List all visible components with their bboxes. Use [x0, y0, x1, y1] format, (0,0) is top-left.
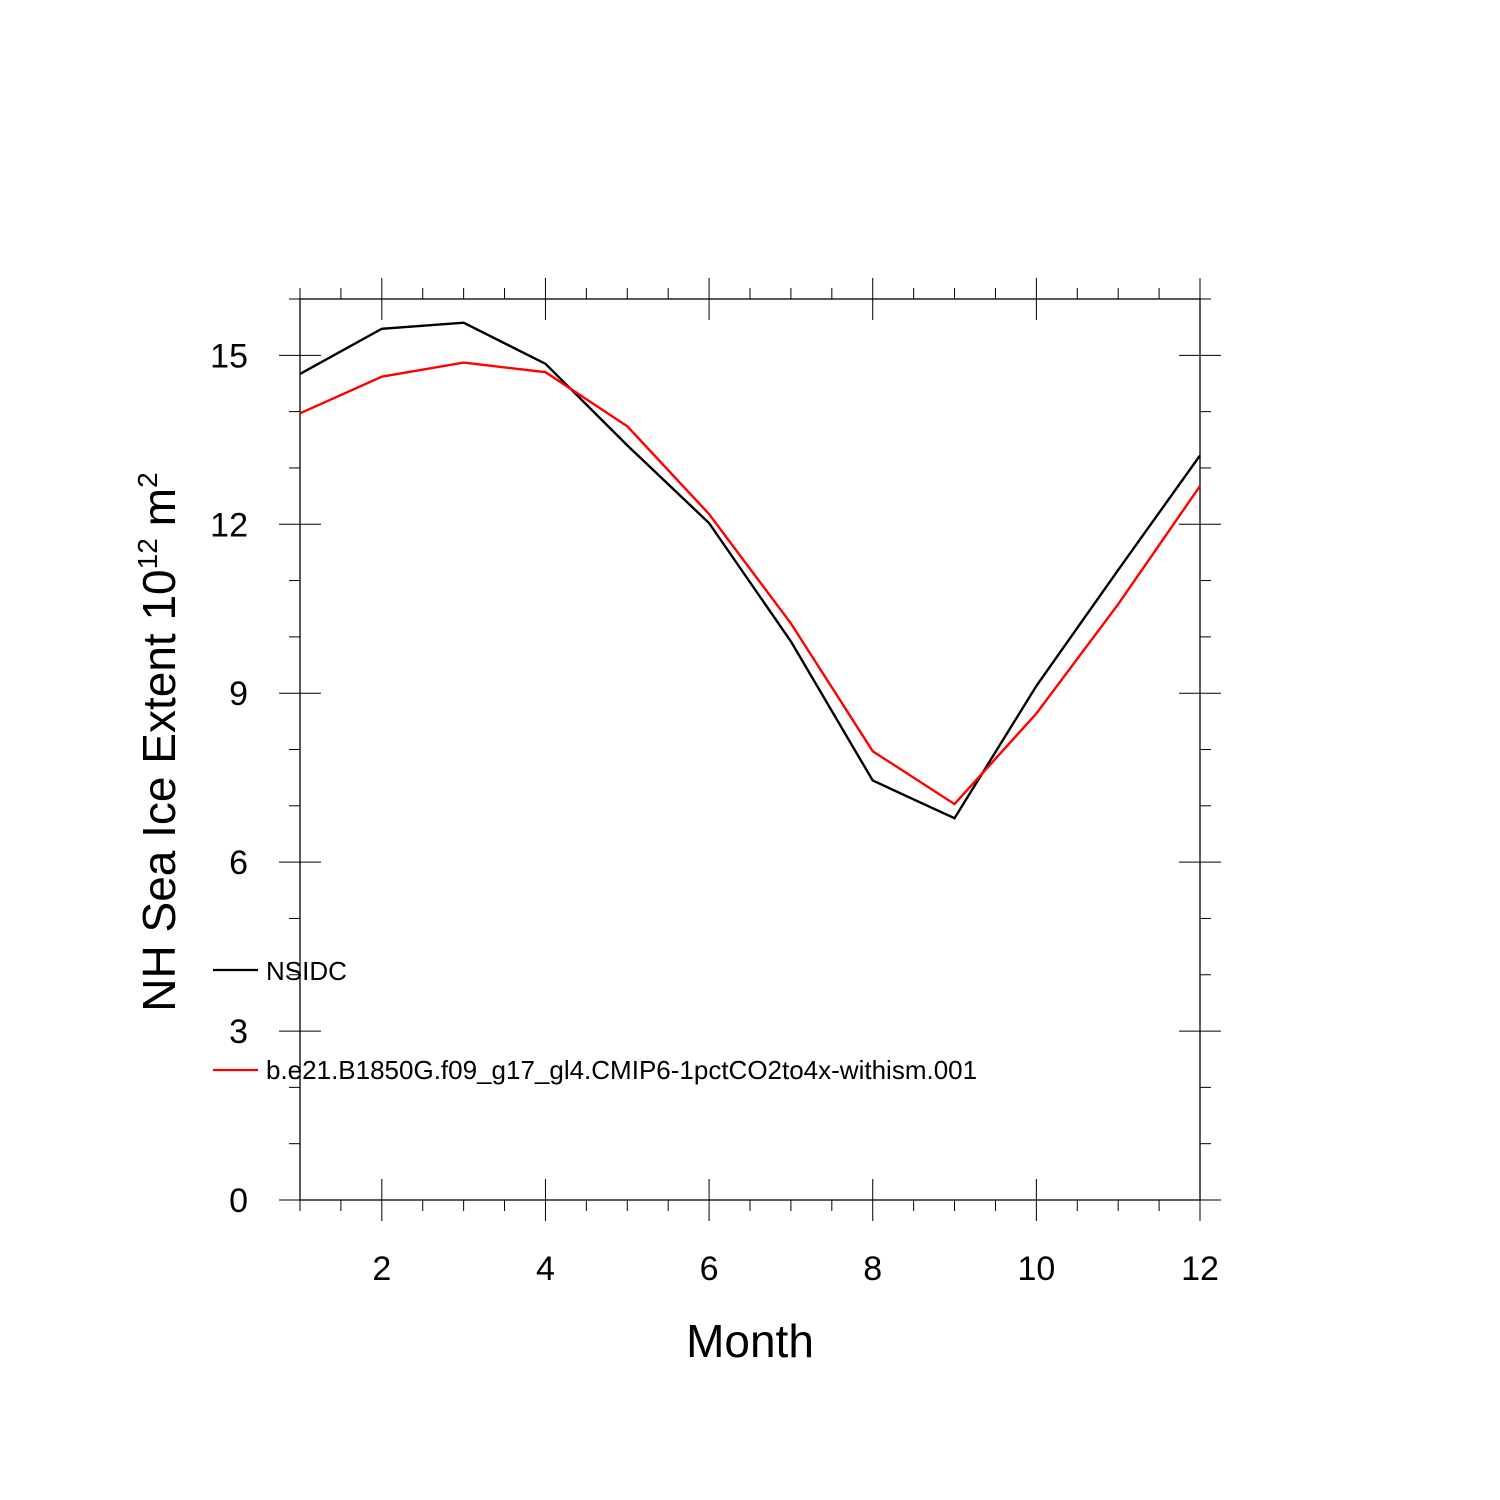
x-axis-title: Month	[686, 1315, 814, 1367]
x-tick-label: 12	[1181, 1250, 1219, 1288]
y-tick-label: 12	[210, 506, 248, 544]
x-tick-labels: 2 4 6 8 10 12	[372, 1250, 1219, 1288]
x-tick-label: 8	[863, 1250, 882, 1288]
x-tick-label: 2	[372, 1250, 391, 1288]
series-lines	[299, 321, 1201, 820]
y-tick-labels: 0 3 6 9 12 15	[210, 337, 248, 1220]
series-line-model	[299, 361, 1201, 806]
y-tick-label: 6	[229, 844, 248, 882]
y-axis-title-unit: m	[133, 488, 185, 526]
x-tick-label: 6	[700, 1250, 719, 1288]
y-axis-title: NH Sea Ice Extent 1012 m2	[132, 472, 185, 1011]
y-tick-label: 9	[229, 675, 248, 713]
y-tick-label: 0	[229, 1182, 248, 1220]
x-tick-label: 10	[1017, 1250, 1055, 1288]
y-axis-title-exponent: 12	[132, 538, 163, 569]
x-tick-label: 4	[536, 1250, 555, 1288]
y-tick-label: 3	[229, 1013, 248, 1051]
y-tick-label: 15	[210, 337, 248, 375]
axis-ticks	[279, 278, 1221, 1221]
y-axis-title-main: NH Sea Ice Extent 10	[133, 569, 185, 1011]
y-axis-title-unit-exponent: 2	[132, 472, 163, 488]
legend-label-model: b.e21.B1850G.f09_g17_gl4.CMIP6-1pctCO2to…	[266, 1055, 977, 1085]
series-line-nsidc	[299, 321, 1201, 820]
legend-label-nsidc: NSIDC	[266, 956, 347, 986]
legend: NSIDC b.e21.B1850G.f09_g17_gl4.CMIP6-1pc…	[213, 956, 977, 1085]
